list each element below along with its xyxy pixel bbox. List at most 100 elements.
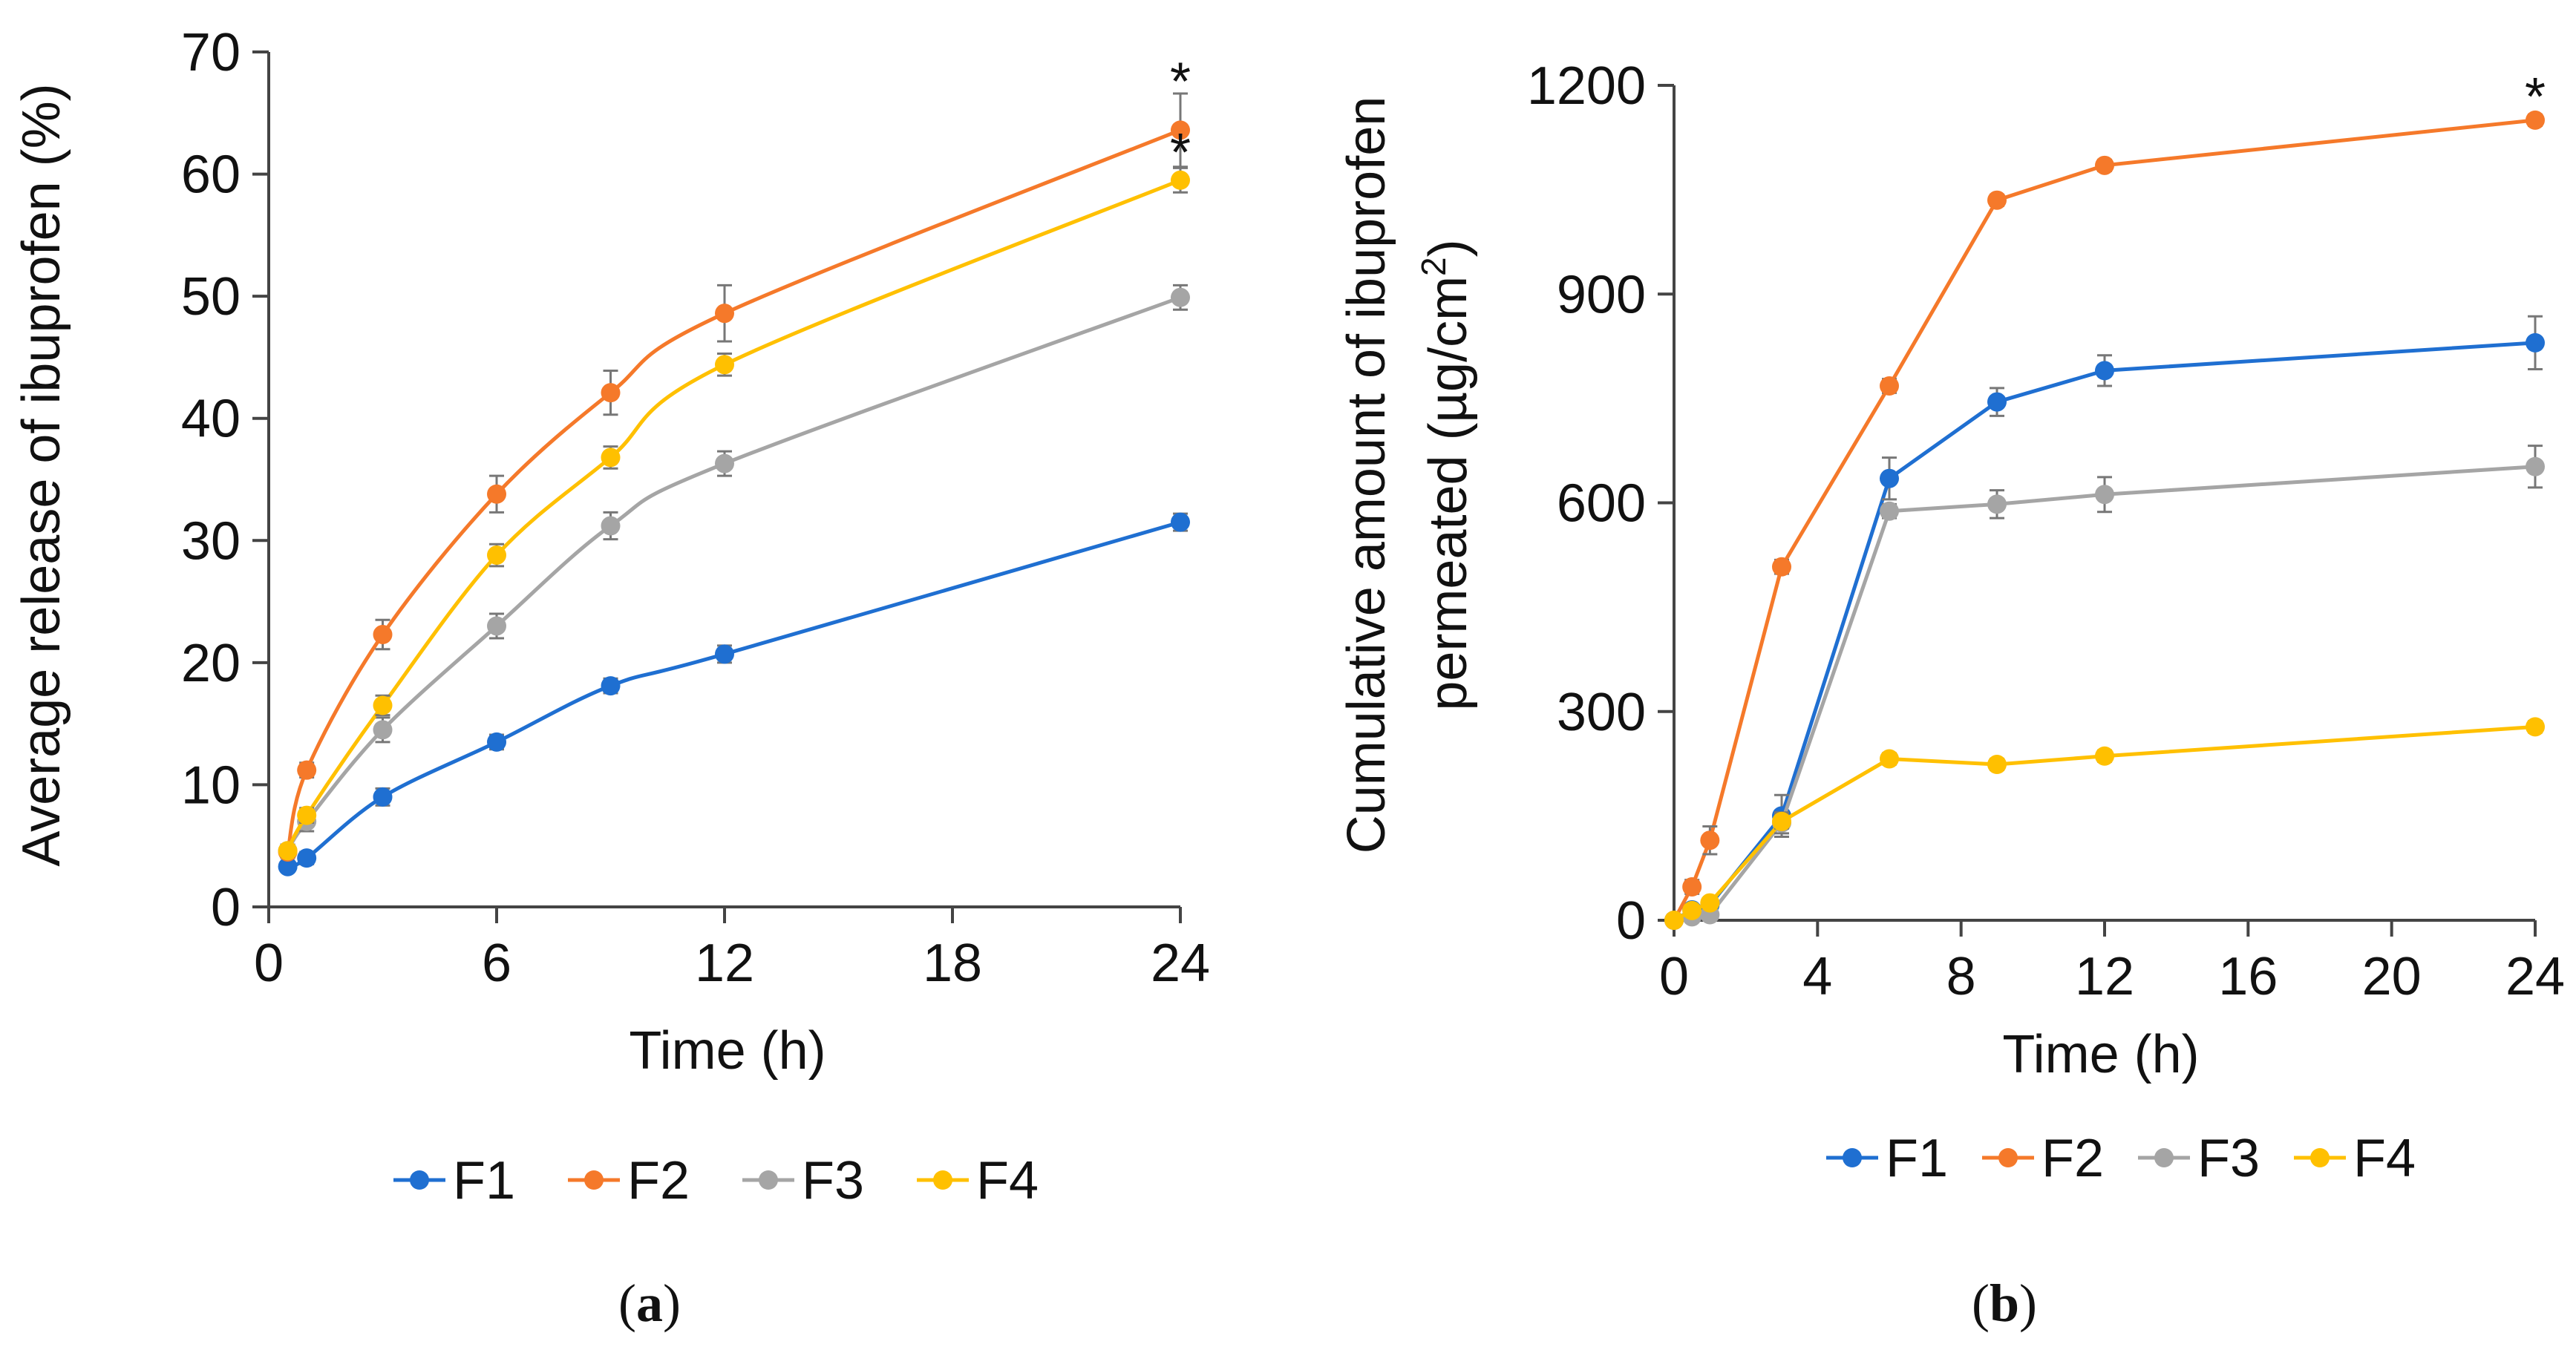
x-tick-label: 0: [254, 934, 284, 993]
legend-label: F2: [627, 1151, 690, 1210]
y-tick-label: 30: [181, 511, 241, 571]
significance-marker: *: [1170, 123, 1191, 183]
legend-label: F2: [2041, 1129, 2104, 1188]
series-line-f1: [287, 520, 1181, 869]
data-point-f4: [278, 841, 298, 861]
data-point-f4: [1987, 755, 2007, 774]
data-point-f4: [1880, 749, 1899, 769]
legend-marker: [2310, 1148, 2330, 1167]
x-tick-labels-b: 0 4 8 12 16 20 24: [1659, 947, 2565, 1006]
data-point-f1: [1171, 512, 1190, 532]
series-line-f4: [286, 178, 1181, 852]
x-tick-label: 6: [482, 934, 511, 993]
data-point-f2: [715, 304, 734, 324]
panel-caption-a: (a): [618, 1274, 681, 1333]
data-point-f2: [1987, 190, 2007, 210]
significance-marker: *: [2525, 68, 2546, 127]
y-tick-label: 60: [181, 145, 241, 205]
y-tick-label: 900: [1557, 265, 1646, 324]
series-line-f1: [1673, 341, 2536, 922]
series-f2: [1664, 110, 2545, 930]
x-tick-label: 18: [923, 934, 982, 993]
data-point-f2: [601, 383, 621, 403]
data-point-f1: [2526, 332, 2545, 353]
panel-caption-b: (b): [1972, 1274, 2037, 1333]
data-point-f1: [1987, 392, 2007, 412]
data-point-f2: [1772, 557, 1791, 577]
data-point-f4: [1772, 811, 1791, 831]
legend-item-f4: F4: [2294, 1129, 2416, 1188]
x-tick-label: 24: [2505, 947, 2565, 1006]
legend-item-f2: F2: [1982, 1129, 2104, 1188]
legend-item-f3: F3: [742, 1151, 864, 1210]
series-line-f3: [286, 295, 1181, 852]
data-point-f4: [2095, 746, 2114, 766]
legend-item-f1: F1: [393, 1151, 515, 1210]
data-point-f2: [1171, 120, 1190, 140]
legend-marker: [2154, 1148, 2174, 1167]
data-point-f2: [1880, 376, 1899, 396]
legend-marker: [759, 1170, 778, 1190]
legend-marker: [584, 1170, 604, 1190]
x-tick-labels-a: 0 6 12 18 24: [254, 934, 1210, 993]
data-point-f4: [2526, 717, 2545, 737]
data-point-f1: [278, 856, 298, 876]
data-point-f2: [2526, 110, 2545, 130]
legend-marker: [1843, 1148, 1862, 1167]
y-tick-label: 0: [211, 878, 241, 937]
annotations-b: *: [2525, 68, 2546, 127]
legend-label: F3: [802, 1151, 864, 1210]
legend-a: F1 F2 F3 F4: [393, 1151, 1039, 1210]
data-point-f2: [297, 760, 317, 780]
legend-label: F4: [2353, 1129, 2416, 1188]
data-point-f4: [1682, 900, 1702, 920]
data-point-f2: [487, 484, 506, 504]
data-point-f3: [373, 720, 393, 740]
x-tick-label: 4: [1802, 947, 1832, 1006]
data-point-f3: [1880, 501, 1899, 521]
data-point-f4: [373, 695, 393, 715]
series-f1: [1664, 315, 2545, 930]
y-tick-label: 10: [181, 756, 241, 815]
y-tick-label: 20: [181, 634, 241, 693]
data-point-f3: [2526, 456, 2545, 476]
data-point-f1: [715, 644, 734, 664]
axes-b: [1658, 84, 2537, 937]
series-f1: [278, 512, 1190, 876]
y-tick-labels-b: 0 300 600 900 1200: [1527, 56, 1646, 951]
series-line-f2: [286, 128, 1181, 853]
data-point-f4: [601, 448, 621, 468]
x-tick-label: 8: [1946, 947, 1976, 1006]
x-tick-label: 12: [695, 934, 754, 993]
y-tick-label: 50: [181, 267, 241, 327]
data-point-f3: [715, 453, 734, 473]
x-tick-label: 16: [2218, 947, 2278, 1006]
data-point-f1: [601, 676, 621, 696]
legend-item-f1: F1: [1826, 1129, 1948, 1188]
data-point-f2: [1682, 877, 1702, 897]
data-point-f3: [1171, 287, 1190, 307]
data-point-f4: [1700, 893, 1720, 913]
data-point-f4: [297, 805, 317, 825]
series-f3: [278, 284, 1190, 861]
significance-marker: *: [1170, 53, 1191, 112]
data-point-f4: [1171, 170, 1190, 190]
data-point-f1: [487, 732, 506, 752]
series-line-f3: [1673, 465, 2536, 922]
legend-b: F1 F2 F3 F4: [1826, 1129, 2416, 1188]
y-tick-labels-a: 0 10 20 30 40 50 60 70: [181, 23, 241, 937]
y-tick-label: 300: [1557, 683, 1646, 742]
x-tick-label: 12: [2075, 947, 2134, 1006]
series-group-a: [278, 92, 1190, 876]
data-point-f3: [487, 616, 506, 636]
legend-item-f2: F2: [568, 1151, 690, 1210]
annotations-a: **: [1170, 53, 1191, 183]
legend-marker: [933, 1170, 952, 1190]
legend-label: F3: [2197, 1129, 2260, 1188]
legend-label: F1: [453, 1151, 515, 1210]
x-tick-label: 20: [2362, 947, 2422, 1006]
data-point-f3: [601, 516, 621, 536]
data-point-f4: [487, 545, 506, 566]
x-tick-label: 0: [1659, 947, 1689, 1006]
